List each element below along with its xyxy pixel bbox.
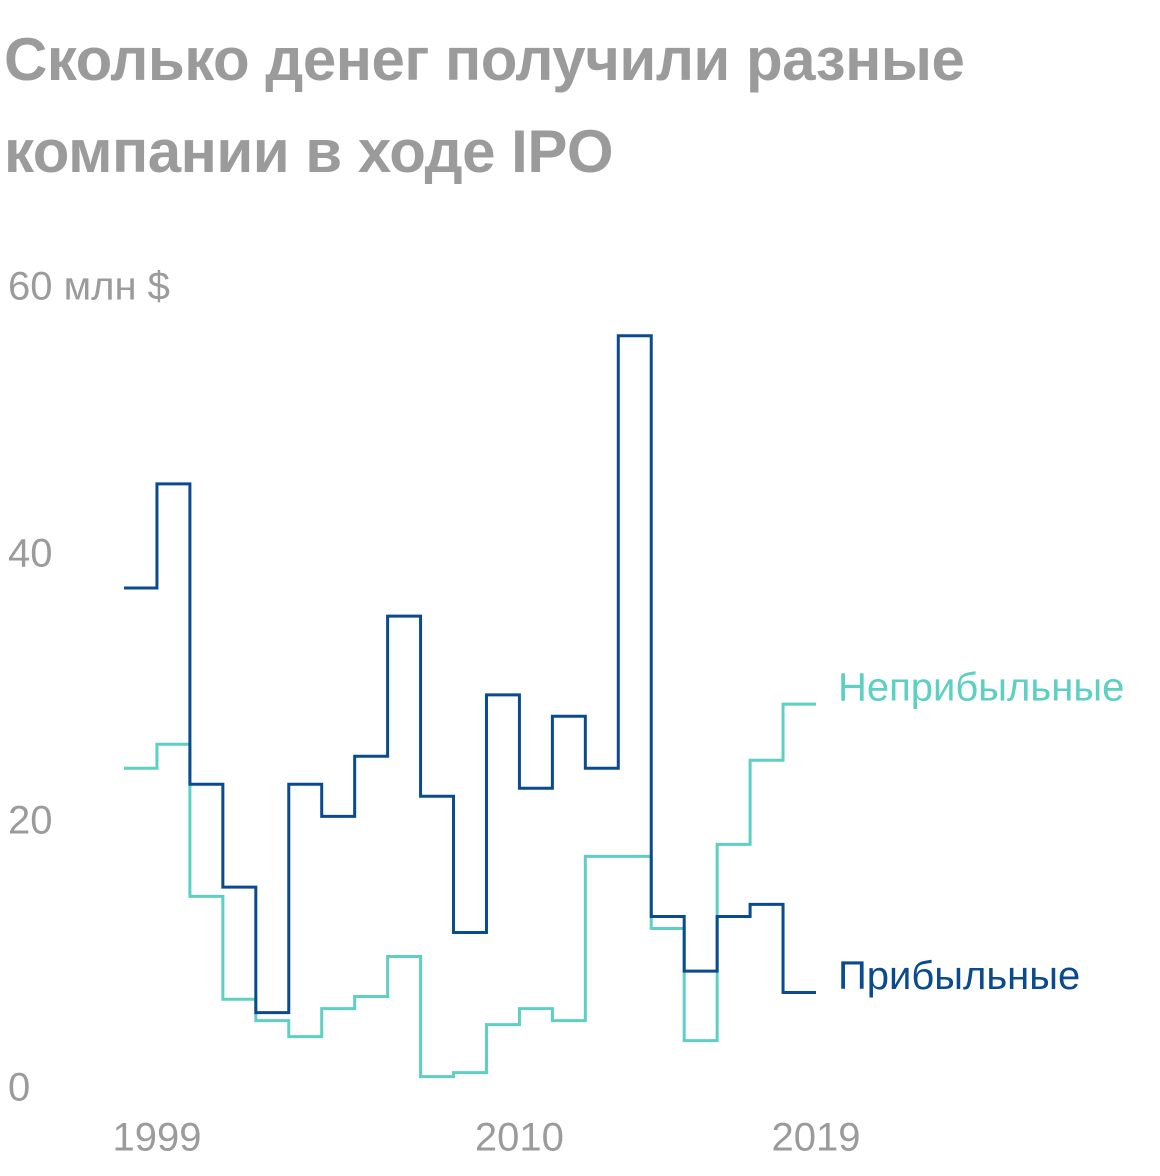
chart-title: Сколько денег получили разные компании в… <box>4 26 965 185</box>
y-tick-label: 60 млн $ <box>8 265 170 309</box>
step-line <box>124 702 816 1079</box>
y-tick-label: 20 <box>8 799 53 843</box>
step-line <box>124 334 816 1015</box>
y-tick-label: 0 <box>8 1066 30 1110</box>
series-label: Прибыльные <box>838 954 1080 998</box>
x-tick-label: 2010 <box>475 1116 564 1160</box>
series-label: Неприбыльные <box>838 666 1124 710</box>
x-tick-label: 2019 <box>772 1116 861 1160</box>
y-tick-label: 40 <box>8 532 53 576</box>
x-tick-label: 1999 <box>112 1116 201 1160</box>
